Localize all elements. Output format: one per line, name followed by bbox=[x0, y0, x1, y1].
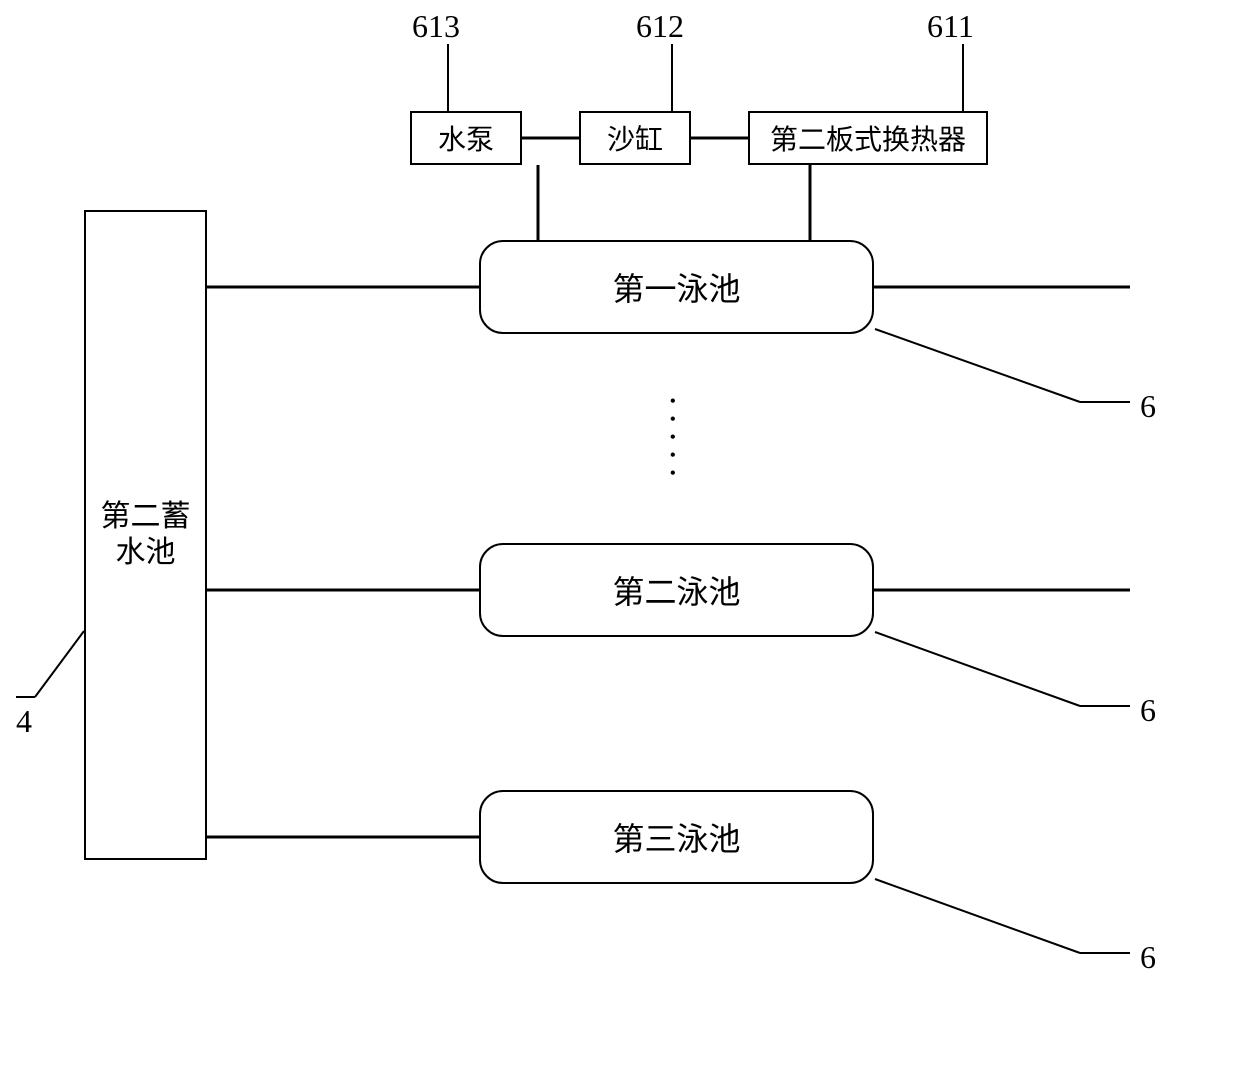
diagram-canvas: 水泵 沙缸 第二板式换热器 第二蓄 水池 第一泳池 第二泳池 第三泳池 ••••… bbox=[0, 0, 1240, 1070]
label-6a: 6 bbox=[1140, 388, 1156, 425]
pool3-box: 第三泳池 bbox=[479, 790, 874, 884]
pool2-box: 第二泳池 bbox=[479, 543, 874, 637]
label-612: 612 bbox=[636, 8, 684, 45]
reservoir-label: 第二蓄 水池 bbox=[101, 499, 191, 571]
pump-label: 水泵 bbox=[438, 118, 494, 158]
label-6c: 6 bbox=[1140, 939, 1156, 976]
lead-6a-diag bbox=[875, 329, 1080, 402]
lead-4-diag bbox=[35, 631, 84, 697]
plate-hx-box: 第二板式换热器 bbox=[748, 111, 988, 165]
ellipsis-dots: ••••• bbox=[670, 393, 676, 483]
pool1-box: 第一泳池 bbox=[479, 240, 874, 334]
sand-box: 沙缸 bbox=[579, 111, 691, 165]
pool1-label: 第一泳池 bbox=[612, 264, 740, 310]
label-6b: 6 bbox=[1140, 692, 1156, 729]
reservoir-box: 第二蓄 水池 bbox=[84, 210, 207, 860]
pool3-label: 第三泳池 bbox=[612, 814, 740, 860]
lead-6c-diag bbox=[875, 879, 1080, 953]
sand-label: 沙缸 bbox=[607, 118, 663, 158]
label-611: 611 bbox=[927, 8, 974, 45]
lead-6b-diag bbox=[875, 632, 1080, 706]
pump-box: 水泵 bbox=[410, 111, 522, 165]
label-613: 613 bbox=[412, 8, 460, 45]
pool2-label: 第二泳池 bbox=[612, 567, 740, 613]
label-4: 4 bbox=[16, 703, 32, 740]
plate-hx-label: 第二板式换热器 bbox=[770, 118, 966, 158]
